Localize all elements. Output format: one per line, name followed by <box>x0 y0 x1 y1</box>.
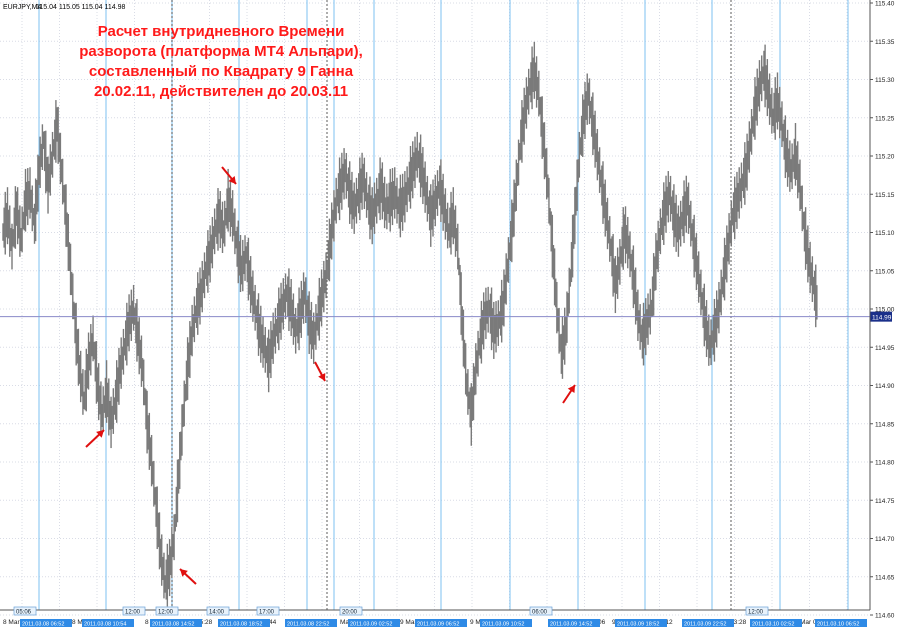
time-tag-box <box>206 606 230 616</box>
date-tag-box <box>348 619 400 627</box>
date-tag-label: 2011.03.10 02:52 <box>752 622 794 628</box>
date-tag-box <box>815 619 867 627</box>
x-tick-label: 06 <box>598 619 606 626</box>
date-tag-box <box>682 619 734 627</box>
y-tick-label: 114.90 <box>875 383 895 390</box>
y-tick-label: 114.70 <box>875 536 895 543</box>
date-tag-box <box>285 619 337 627</box>
x-tick-label: 9 Mar <box>470 619 487 626</box>
y-tick-label: 115.40 <box>875 1 895 8</box>
date-tag-box <box>548 619 600 627</box>
x-tick-label: 8 Mar <box>3 619 20 626</box>
y-tick-label: 115.15 <box>875 192 895 199</box>
time-tag-label: 12:00 <box>748 610 764 616</box>
time-tag-label: 17:00 <box>259 610 275 616</box>
time-tag-box <box>122 606 146 616</box>
y-tick-label: 115.05 <box>875 268 895 275</box>
x-tick-label: 9 Mar 04: <box>400 619 428 626</box>
y-tick-label: 114.60 <box>875 613 895 620</box>
time-tag-box <box>529 606 553 616</box>
annotation-line: 20.02.11, действителен до 20.03.11 <box>94 83 348 100</box>
date-tag-label: 2011.03.09 14:52 <box>550 622 592 628</box>
y-tick-label: 114.80 <box>875 460 895 467</box>
date-tag-label: 2011.03.09 18:52 <box>617 622 659 628</box>
arrow-head <box>318 372 326 381</box>
time-tag-label: 06:00 <box>532 610 548 616</box>
date-tag-box <box>20 619 72 627</box>
date-tag-label: 2011.03.08 22:52 <box>287 622 329 628</box>
y-tick-label: 114.95 <box>875 345 895 352</box>
x-tick-label: 15:28 <box>196 619 213 626</box>
y-tick-label: 114.75 <box>875 498 895 505</box>
y-tick-label: 115.10 <box>875 230 895 237</box>
date-tag-label: 2011.03.10 06:52 <box>817 622 859 628</box>
date-tag-box <box>415 619 467 627</box>
y-tick-label: 115.00 <box>875 307 895 314</box>
annotation-line: разворота (платформа МТ4 Альпари), <box>79 43 363 60</box>
price-series <box>2 41 818 607</box>
current-price-tag <box>870 311 892 322</box>
date-tag-label: 2011.03.09 10:52 <box>482 622 524 628</box>
date-tag-label: 2011.03.08 14:52 <box>152 622 194 628</box>
y-tick-label: 114.65 <box>875 574 895 581</box>
y-tick-label: 115.35 <box>875 39 895 46</box>
date-tag-box <box>218 619 270 627</box>
vertical-markers <box>38 0 849 610</box>
date-tag-box <box>480 619 532 627</box>
annotation: Расчет внутридневного Времени разворота (… <box>79 23 363 100</box>
time-tag-box <box>256 606 280 616</box>
x-tick-label: 23:28 <box>730 619 747 626</box>
symbol-name: EURJPY,M4 <box>3 4 41 11</box>
arrow-head <box>567 385 575 394</box>
time-tag-box <box>745 606 769 616</box>
date-tag-label: 2011.03.08 10:54 <box>84 622 126 628</box>
y-tick-label: 114.85 <box>875 421 895 428</box>
y-tick-label: 115.30 <box>875 77 895 84</box>
arrows-group <box>85 166 576 585</box>
time-tag-box <box>339 606 363 616</box>
current-price-label: 114.99 <box>872 315 892 322</box>
symbol-header: EURJPY,M4 115.04 115.05 115.04 114.98 <box>3 4 126 11</box>
time-tag-label: 12:00 <box>158 610 174 616</box>
arrow-head <box>228 176 236 184</box>
arrow-head <box>180 569 188 577</box>
date-tag-box <box>615 619 667 627</box>
price-line-group: 114.99 <box>0 311 892 322</box>
y-tick-label: 115.20 <box>875 154 895 161</box>
date-tag-label: 2011.03.08 06:52 <box>22 622 64 628</box>
time-tag-box <box>13 606 37 616</box>
date-tag-label: 2011.03.09 02:52 <box>350 622 392 628</box>
date-tag-box <box>150 619 202 627</box>
date-tag-label: 2011.03.09 06:52 <box>417 622 459 628</box>
y-tick-label: 115.25 <box>875 115 895 122</box>
x-tick-label: Mar 03:44 <box>800 619 830 626</box>
date-tag-label: 2011.03.08 18:52 <box>220 622 262 628</box>
y-axis: 115.40 115.35 115.30 115.25 115.20 115.15 115.… <box>869 0 895 620</box>
date-tag-box <box>82 619 134 627</box>
time-tag-label: 12:00 <box>125 610 141 616</box>
time-tag-box <box>155 606 179 616</box>
annotation-line: составленный по Квадрату 9 Ганна <box>89 63 354 80</box>
time-tag-label: 05:06 <box>16 610 32 616</box>
time-tag-label: 20:00 <box>342 610 358 616</box>
time-tag-label: 14:00 <box>209 610 225 616</box>
date-tag-box <box>750 619 802 627</box>
date-tag-label: 2011.03.09 22:52 <box>684 622 726 628</box>
arrow-head <box>96 430 104 438</box>
symbol-values: 115.04 115.05 115.04 114.98 <box>36 4 126 11</box>
annotation-line: Расчет внутридневного Времени <box>98 23 345 40</box>
